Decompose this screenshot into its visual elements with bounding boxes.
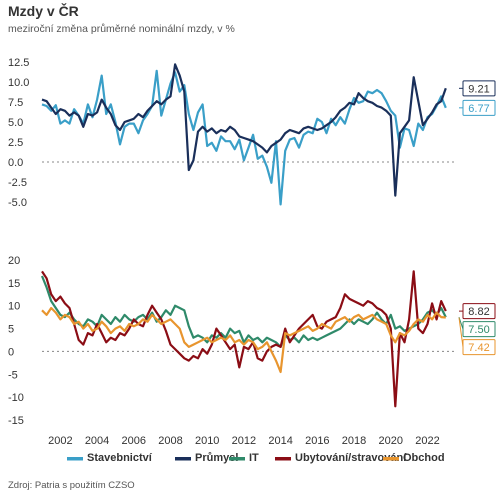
x-tick-label: 2002: [48, 435, 72, 447]
legend-swatch-stavebnictvi: [67, 457, 83, 461]
legend-label-it: IT: [249, 452, 259, 464]
series-line-it: [40, 275, 447, 348]
top-y-tick-label: 2.5: [8, 137, 23, 149]
x-tick-label: 2006: [122, 435, 146, 447]
legend: Stavebnictví Průmysl IT Ubytování/stravován…: [67, 452, 445, 464]
top-y-tick-label: 7.5: [8, 97, 23, 109]
bottom-y-tick-label: 15: [8, 278, 20, 290]
bottom-y-tick-label: 5: [8, 324, 14, 336]
x-tick-label: 2014: [268, 435, 292, 447]
bottom-y-tick-label: -10: [8, 392, 24, 404]
legend-swatch-it: [229, 457, 245, 461]
callout-label-stavebnictvi: 6.77: [468, 103, 489, 115]
top-y-tick-label: -5.0: [8, 197, 27, 209]
x-tick-label: 2022: [415, 435, 439, 447]
callout-box-ubytovani-stravovani: [462, 303, 496, 320]
bottom-y-tick-label: 20: [8, 255, 20, 267]
series-line-stavebnictvi: [41, 69, 447, 206]
x-tick-label: 2016: [305, 435, 329, 447]
x-tick-label: 2004: [85, 435, 109, 447]
legend-swatch-prumysl: [175, 457, 191, 461]
legend-swatch-obchod: [383, 457, 399, 461]
top-panel: 12.5 10.0 7.5 5.0 2.5 0.0 -2.5 -5.0 9.21 6.77: [8, 57, 496, 209]
callout-box-obchod: [462, 339, 496, 356]
source-note: Zdroj: Patria s použitím CZSO: [8, 480, 135, 491]
chart-title: Mzdy v ČR: [8, 3, 79, 19]
callout-label-it: 7.50: [468, 324, 489, 336]
series-line-ubytovani-stravovani: [41, 270, 447, 408]
top-y-tick-label: 5.0: [8, 117, 23, 129]
callout-label-obchod: 7.42: [468, 342, 489, 354]
bottom-y-tick-label: -5: [8, 369, 18, 381]
top-y-tick-label: -2.5: [8, 177, 27, 189]
legend-label-stavebnictvi: Stavebnictví: [87, 452, 153, 464]
chart-subtitle: meziroční změna průměrné nominální mzdy,…: [8, 23, 235, 35]
series-line-obchod: [41, 306, 446, 374]
callout-label-ubytovani-stravovani: 8.82: [468, 306, 489, 318]
x-tick-label: 2010: [195, 435, 219, 447]
top-y-tick-label: 0.0: [8, 157, 23, 169]
x-axis: 2002 2004 2006 2008 2010 2012 2014 2016 2018 2020…: [48, 435, 440, 447]
bottom-y-tick-label: -15: [8, 415, 24, 427]
callout-box-it: [462, 321, 496, 338]
series-line-prumysl: [41, 63, 447, 197]
top-y-tick-label: 10.0: [8, 77, 29, 89]
callout-box-prumysl: [462, 80, 496, 97]
callout-label-prumysl: 9.21: [468, 83, 489, 95]
legend-label-obchod: Obchod: [403, 452, 445, 464]
bottom-y-tick-label: 10: [8, 301, 20, 313]
legend-label-ubytovani-stravovani: Ubytování/stravování: [295, 452, 407, 464]
x-tick-label: 2020: [379, 435, 403, 447]
legend-swatch-ubytovani-stravovani: [275, 457, 291, 461]
bottom-panel: 20 15 10 5 0 -5 -10 -15 8.82 7.50 7.42: [8, 255, 496, 427]
x-tick-label: 2012: [232, 435, 256, 447]
x-tick-label: 2008: [158, 435, 182, 447]
legend-label-prumysl: Průmysl: [195, 452, 238, 464]
x-tick-label: 2018: [342, 435, 366, 447]
callout-connector: [458, 317, 464, 348]
callout-box-stavebnictvi: [462, 99, 496, 116]
bottom-y-tick-label: 0: [8, 346, 14, 358]
top-y-tick-label: 12.5: [8, 57, 29, 69]
